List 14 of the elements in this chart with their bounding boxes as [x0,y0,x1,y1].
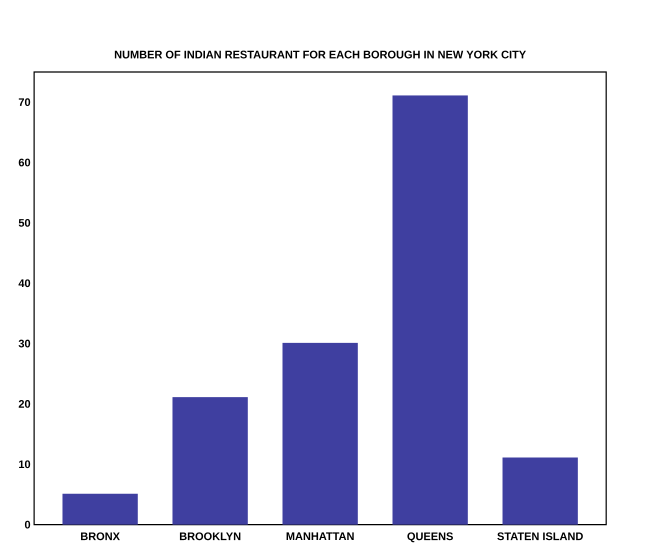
y-tick-label: 50 [18,219,30,227]
x-tick-label: QUEENS [407,532,453,542]
x-tick-label: STATEN ISLAND [497,532,583,540]
x-tick-label: BROOKLYN [180,532,240,540]
chart-title: NUMBER OF INDIAN RESTAURANT FOR EACH BOROUGH IN NEW YORK CITY [114,50,526,58]
x-tick-label: MANHATTAN [286,532,354,540]
y-tick-label: 30 [18,340,30,348]
y-tick-label: 10 [19,460,30,468]
y-tick-label: 0 [24,520,30,529]
y-tick-label: 60 [18,158,30,166]
y-tick-label: 40 [18,279,30,288]
x-tick-label: BRONX [81,532,120,540]
y-tick-label: 20 [18,400,30,408]
y-tick-label: 70 [18,98,30,106]
